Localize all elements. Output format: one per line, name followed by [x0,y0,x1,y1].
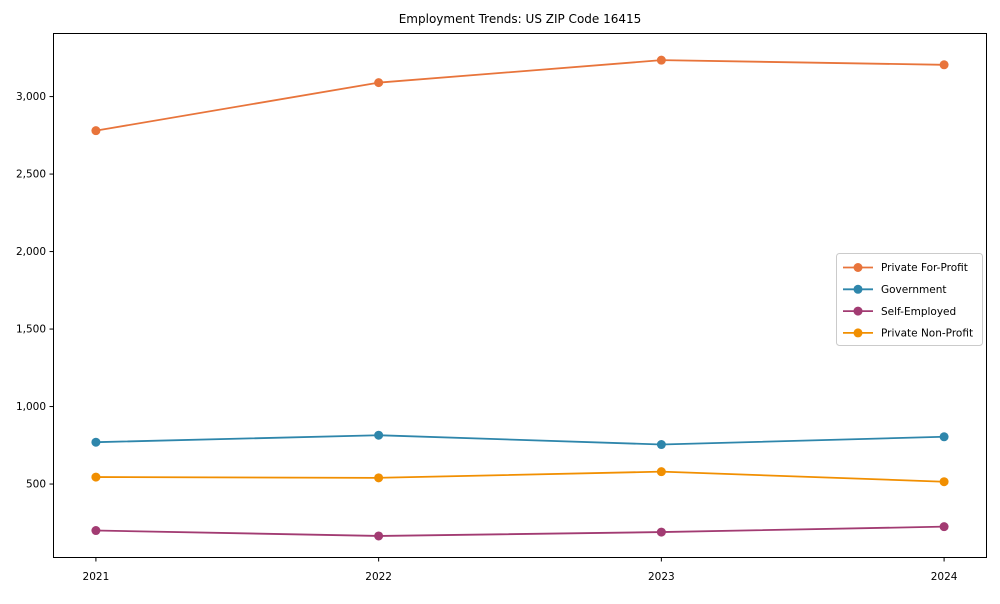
data-point-self-employed-2024 [939,522,949,532]
legend-marker [853,328,863,338]
y-tick-label: 2,500 [16,169,46,181]
data-point-self-employed-2021 [91,526,101,536]
series-line-self-employed [95,525,945,537]
series-line-private-for-profit [95,59,945,132]
y-tick-label: 1,500 [16,324,46,336]
legend-label: Government [881,284,946,296]
data-point-private-non-profit-2023 [656,467,666,477]
data-point-self-employed-2022 [374,531,384,541]
x-tick-label: 2023 [648,571,675,583]
legend: Private For-Profit Government Self-Employe… [836,253,983,346]
data-point-private-non-profit-2022 [374,473,384,483]
data-point-government-2023 [656,440,666,450]
series-line-private-non-profit [95,470,945,483]
legend-marker [853,263,863,272]
data-series [91,55,949,541]
data-point-private-for-profit-2022 [374,78,384,88]
y-tick-label: 2,000 [16,246,46,258]
data-point-government-2024 [939,432,949,442]
x-tick-label: 2022 [365,571,392,583]
data-point-private-for-profit-2024 [939,60,949,70]
axes: 500 1,000 1,500 2,000 2,500 3,000 2021 2022 2023… [16,33,987,583]
y-tick-label: 500 [26,479,46,491]
data-point-private-for-profit-2023 [656,55,666,65]
y-tick-label: 1,000 [16,401,46,413]
data-point-self-employed-2023 [656,527,666,537]
legend-entry: Government [843,284,946,296]
legend-marker [853,284,863,294]
x-tick-label: 2021 [83,571,110,583]
data-point-government-2022 [374,430,384,440]
x-tick-label: 2024 [931,571,958,583]
legend-entry: Self-Employed [843,306,956,318]
legend-box [836,253,983,346]
legend-marker [853,306,863,316]
legend-label: Private Non-Profit [881,328,973,340]
data-point-government-2021 [91,437,101,447]
legend-label: Self-Employed [881,306,956,318]
legend-label: Private For-Profit [881,262,968,274]
legend-entry: Private For-Profit [843,262,968,274]
plot-spines [53,33,987,558]
legend-entry: Private Non-Profit [843,328,973,340]
chart-title: Employment Trends: US ZIP Code 16415 [399,12,642,26]
data-point-private-non-profit-2024 [939,477,949,487]
y-tick-label: 3,000 [16,91,46,103]
data-point-private-for-profit-2021 [91,126,101,136]
data-point-private-non-profit-2021 [91,472,101,482]
series-line-government [95,434,945,446]
